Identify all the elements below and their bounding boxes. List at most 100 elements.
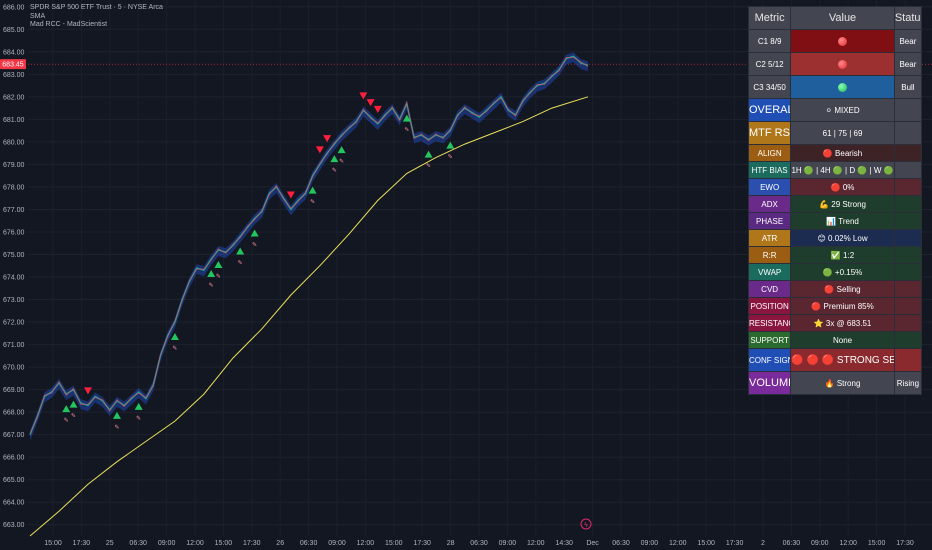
- sell-signal-arrow: [359, 92, 368, 100]
- metric-status: [893, 98, 923, 122]
- header-value: Value: [790, 6, 895, 30]
- buy-signal-marker: ✎: [172, 345, 177, 352]
- metric-row: RESISTANCE ⭐ 3x @ 683.51: [747, 314, 923, 332]
- metric-row: R:R ✅ 1:2: [747, 246, 923, 264]
- metric-value: [790, 29, 895, 53]
- x-tick-label: 25: [106, 540, 114, 547]
- metric-name: ATR: [747, 229, 792, 247]
- metric-value: None: [790, 331, 895, 349]
- sma-indicator-label[interactable]: SMA: [30, 12, 46, 20]
- red-circle-icon: [838, 59, 848, 69]
- metric-value: 🔴 🔴 🔴 STRONG SELL: [790, 348, 895, 372]
- metric-status: [893, 263, 923, 281]
- y-tick-label: 682.00: [3, 94, 25, 101]
- x-tick-label: 06:30: [129, 540, 147, 547]
- sma-line: [29, 96, 589, 537]
- metric-status: [893, 212, 923, 230]
- buy-signal-marker: ✎: [426, 163, 431, 170]
- metric-status: [893, 297, 923, 315]
- metric-name: ADX: [747, 195, 792, 213]
- header-status: Status: [893, 6, 923, 30]
- metric-name: VWAP: [747, 263, 792, 281]
- y-tick-label: 681.00: [3, 117, 25, 124]
- header-metric: Metric: [747, 6, 792, 30]
- metric-row: VWAP 🟢 +0.15%: [747, 263, 923, 281]
- y-tick-label: 677.00: [3, 207, 25, 214]
- buy-signal-marker: ✎: [136, 415, 141, 422]
- metric-row: ALIGN 🔴 Bearish: [747, 144, 923, 162]
- y-tick-label: 685.00: [3, 27, 25, 34]
- metric-name: R:R: [747, 246, 792, 264]
- metric-value-text: ⚪ MIXED: [825, 105, 860, 115]
- buy-signal-arrow: [330, 155, 339, 163]
- x-tick-label: 06:30: [300, 540, 318, 547]
- lightning-icon: [580, 518, 592, 530]
- metric-name: OVERALL: [747, 98, 792, 122]
- mad-rcc-indicator-label[interactable]: Mad RCC - MadScientist: [30, 21, 108, 28]
- metric-row: MTF RSI 61 | 75 | 69: [747, 121, 923, 145]
- metric-status: [893, 246, 923, 264]
- x-tick-label: 06:30: [783, 540, 801, 547]
- x-tick-label: 12:00: [669, 540, 687, 547]
- sell-signal-arrow: [366, 99, 375, 107]
- metric-status: [893, 229, 923, 247]
- metric-value-text: 🔴 0%: [830, 182, 855, 192]
- y-tick-label: 686.00: [3, 4, 25, 11]
- metric-value: 😊 0.02% Low: [790, 229, 895, 247]
- sell-signal-arrow: [286, 191, 295, 199]
- buy-signal-arrow: [236, 247, 245, 255]
- metric-status: [893, 331, 923, 349]
- y-tick-label: 666.00: [3, 455, 25, 462]
- x-tick-label: 06:30: [612, 540, 630, 547]
- y-tick-label: 667.00: [3, 432, 25, 439]
- x-tick-label: 09:00: [328, 540, 346, 547]
- sell-signal-arrow: [323, 135, 332, 143]
- green-circle-icon: [838, 82, 848, 92]
- y-tick-label: 671.00: [3, 342, 25, 349]
- metric-row: ATR 😊 0.02% Low: [747, 229, 923, 247]
- y-tick-label: 679.00: [3, 162, 25, 169]
- buy-signal-arrow: [424, 150, 433, 158]
- x-tick-label: 17:30: [243, 540, 261, 547]
- metric-status: [893, 161, 923, 179]
- buy-signal-marker: ✎: [71, 413, 76, 420]
- metric-name: RESISTANCE: [747, 314, 792, 332]
- metric-value-text: 💪 29 Strong: [819, 199, 866, 209]
- metric-row: VOLUME 🔥 Strong Rising: [747, 371, 923, 395]
- sell-signal-arrow: [373, 105, 382, 113]
- buy-signal-marker: ✎: [332, 167, 337, 174]
- metric-status: [893, 348, 923, 372]
- x-tick-label: 12:00: [357, 540, 375, 547]
- metric-value-text: ✅ 1:2: [830, 250, 855, 260]
- metric-value-text: 😊 0.02% Low: [817, 233, 868, 243]
- y-tick-label: 684.00: [3, 49, 25, 56]
- y-tick-label: 676.00: [3, 229, 25, 236]
- x-tick-label: 06:30: [470, 540, 488, 547]
- metric-name: CONF SIGNAL: [747, 348, 792, 372]
- metric-row: ADX 💪 29 Strong: [747, 195, 923, 213]
- metric-status: Bull: [893, 75, 923, 99]
- metric-status: [893, 144, 923, 162]
- metric-value: 61 | 75 | 69: [790, 121, 895, 145]
- chart-legend: SPDR S&P 500 ETF Trust · 5 · NYSE Arca S…: [30, 4, 163, 30]
- metric-row: PHASE 📊 Trend: [747, 212, 923, 230]
- sell-signal-arrow: [315, 146, 324, 154]
- metric-value: 🔴 Premium 85%: [790, 297, 895, 315]
- buy-signal-marker: ✎: [209, 282, 214, 289]
- y-tick-label: 665.00: [3, 477, 25, 484]
- metric-value-text: 🟢 +0.15%: [822, 267, 863, 277]
- metric-status: Bear: [893, 29, 923, 53]
- y-tick-label: 669.00: [3, 387, 25, 394]
- x-tick-label: 17:30: [413, 540, 431, 547]
- metric-status: Rising: [893, 371, 923, 395]
- metric-name: HTF BIAS: [747, 161, 792, 179]
- metric-name: C3 34/50: [747, 75, 792, 99]
- red-circle-icon: [838, 36, 848, 46]
- metric-row: SUPPORT None: [747, 331, 923, 349]
- y-tick-label: 675.00: [3, 252, 25, 259]
- x-tick-label: 15:00: [697, 540, 715, 547]
- metric-value-text: ⭐ 3x @ 683.51: [813, 318, 872, 328]
- metric-value: ⚪ MIXED: [790, 98, 895, 122]
- buy-signal-arrow: [134, 402, 143, 410]
- metric-value: ✅ 1:2: [790, 246, 895, 264]
